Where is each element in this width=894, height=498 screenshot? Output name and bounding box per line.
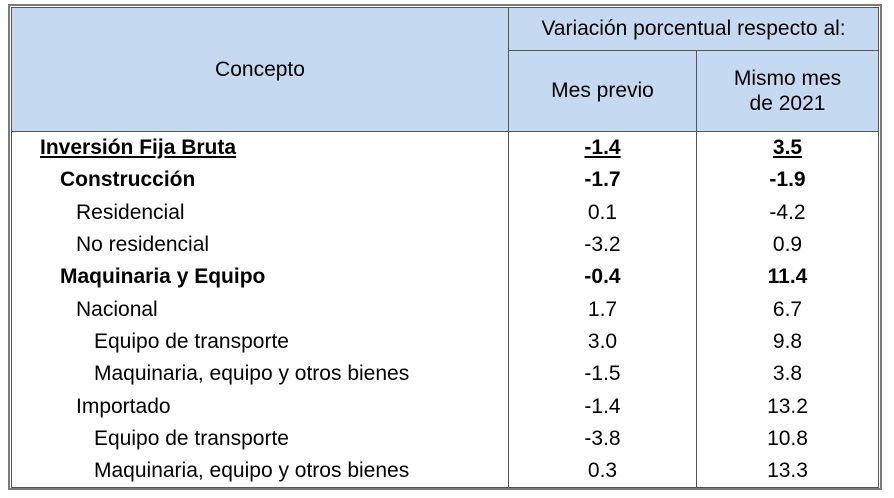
same-month-value: 3.5 [696, 131, 879, 165]
row-label: No residencial [11, 228, 509, 262]
previous-month-value: -3.2 [508, 228, 697, 262]
same-month-header-line1: Mismo mes [733, 66, 842, 90]
previous-month-value: -1.4 [508, 390, 697, 423]
row-label: Construcción [11, 164, 509, 197]
same-month-header-line2: de 2021 [749, 92, 826, 115]
row-label: Maquinaria y Equipo [11, 261, 509, 294]
variation-group-header: Variación porcentual respecto al: [508, 7, 879, 51]
table-row: Equipo de transporte 3.0 9.8 [11, 325, 879, 359]
row-label: Maquinaria, equipo y otros bienes [11, 454, 509, 489]
row-label: Importado [11, 390, 509, 423]
same-month-value: 0.9 [696, 228, 879, 262]
table-row: Maquinaria, equipo y otros bienes 0.3 13… [11, 454, 879, 489]
previous-month-value: -1.4 [508, 131, 697, 165]
row-label: Nacional [11, 293, 509, 326]
row-label: Equipo de transporte [11, 325, 509, 359]
previous-month-value: -1.5 [508, 358, 697, 391]
same-month-value: -4.2 [696, 196, 879, 229]
table-row: Inversión Fija Bruta -1.4 3.5 [11, 131, 879, 165]
same-month-value: 13.2 [696, 390, 879, 423]
previous-month-value: 0.3 [508, 454, 697, 489]
row-label: Inversión Fija Bruta [11, 131, 509, 165]
table-row: Maquinaria y Equipo -0.4 11.4 [11, 261, 879, 294]
table-row: Residencial 0.1 -4.2 [11, 196, 879, 229]
table-row: Construcción -1.7 -1.9 [11, 164, 879, 197]
table-row: Maquinaria, equipo y otros bienes -1.5 3… [11, 358, 879, 391]
previous-month-value: -0.4 [508, 261, 697, 294]
same-month-value: 10.8 [696, 422, 879, 455]
previous-month-value: 3.0 [508, 325, 697, 359]
same-month-value: -1.9 [696, 164, 879, 197]
previous-month-value: -3.8 [508, 422, 697, 455]
same-month-value: 13.3 [696, 454, 879, 489]
header-row-2: Mes previo Mismo mes de 2021 [12, 50, 879, 132]
table-row: No residencial -3.2 0.9 [11, 228, 879, 262]
row-label: Maquinaria, equipo y otros bienes [11, 358, 509, 391]
same-month-value: 3.8 [696, 358, 879, 391]
table-row: Nacional 1.7 6.7 [11, 293, 879, 326]
table-row: Importado -1.4 13.2 [11, 390, 879, 423]
same-month-value: 6.7 [696, 293, 879, 326]
table-frame: Concepto Variación porcentual respecto a… [8, 4, 882, 490]
header-row-1: Concepto Variación porcentual respecto a… [11, 7, 879, 132]
same-month-header: Mismo mes de 2021 [696, 50, 879, 132]
concept-header: Concepto [11, 7, 509, 132]
investment-table: Concepto Variación porcentual respecto a… [11, 7, 879, 489]
previous-month-value: 0.1 [508, 196, 697, 229]
same-month-value: 11.4 [696, 261, 879, 294]
previous-month-value: -1.7 [508, 164, 697, 197]
row-label: Residencial [11, 196, 509, 229]
table-row: Equipo de transporte -3.8 10.8 [11, 422, 879, 455]
same-month-value: 9.8 [696, 325, 879, 359]
row-label: Equipo de transporte [11, 422, 509, 455]
previous-month-value: 1.7 [508, 293, 697, 326]
previous-month-header: Mes previo [508, 50, 697, 132]
